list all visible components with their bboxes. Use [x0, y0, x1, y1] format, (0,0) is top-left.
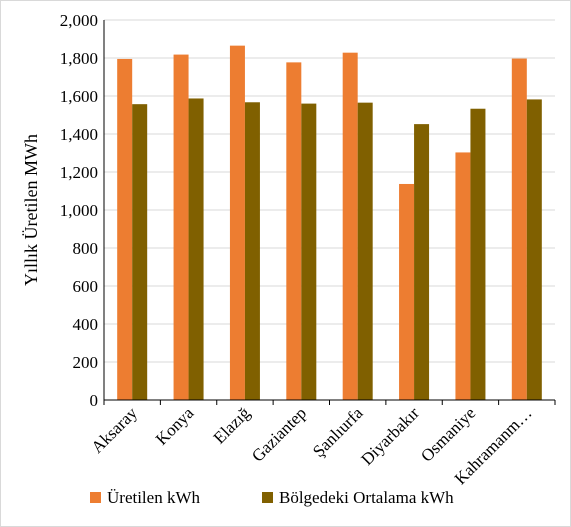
bar-produced	[399, 183, 415, 400]
x-category-label: Gaziantep	[248, 403, 310, 465]
y-tick-label: 2,000	[60, 11, 98, 30]
legend-label: Bölgedeki Ortalama kWh	[279, 488, 454, 507]
x-category-label: Diyarbakır	[357, 403, 423, 469]
y-tick-label: 400	[73, 315, 99, 334]
y-tick-label: 1,600	[60, 87, 98, 106]
x-axis-categories: Aksaray Konya ElazığGaziantepŞanlıurfaDiya…	[88, 403, 536, 488]
x-category-label: Aksaray	[88, 403, 142, 457]
bar-regional-average	[188, 98, 204, 400]
bar-produced	[117, 58, 133, 400]
y-tick-label: 600	[73, 277, 99, 296]
bar-regional-average	[470, 108, 486, 400]
x-category-label: Konya	[152, 403, 198, 449]
x-category-label: Şanlıurfa	[309, 403, 367, 461]
legend-swatch	[90, 492, 101, 503]
y-tick-label: 1,000	[60, 201, 98, 220]
bar-regional-average	[526, 99, 542, 401]
bar-produced	[173, 54, 189, 401]
legend-swatch	[262, 492, 273, 503]
y-axis-label: Yıllık Üretilen MWh	[21, 134, 41, 286]
gridlines	[104, 19, 555, 363]
bar-regional-average	[357, 102, 373, 401]
bar-regional-average	[244, 102, 260, 401]
bar-produced	[342, 52, 358, 401]
bar-regional-average	[414, 124, 430, 401]
x-category-label: Elazığ	[210, 403, 254, 447]
y-tick-label: 800	[73, 239, 99, 258]
bar-produced	[511, 58, 527, 400]
bar-produced	[455, 152, 471, 400]
bar-regional-average	[301, 103, 317, 400]
bar-regional-average	[132, 104, 148, 401]
bar-produced	[229, 45, 245, 401]
y-tick-label: 1,400	[60, 125, 98, 144]
y-tick-label: 1,200	[60, 163, 98, 182]
y-tick-label: 0	[90, 391, 99, 410]
bars	[117, 45, 542, 401]
y-tick-label: 1,800	[60, 49, 98, 68]
legend: Üretilen kWh Bölgedeki Ortalama kWh	[90, 488, 454, 507]
y-axis-ticks: 0 200 400 600 800 1,000 1,200 1,400 1,600 1,800 2,…	[60, 11, 98, 410]
bar-produced	[286, 62, 302, 401]
legend-label: Üretilen kWh	[107, 488, 200, 507]
y-tick-label: 200	[73, 353, 99, 372]
axes	[103, 20, 556, 405]
